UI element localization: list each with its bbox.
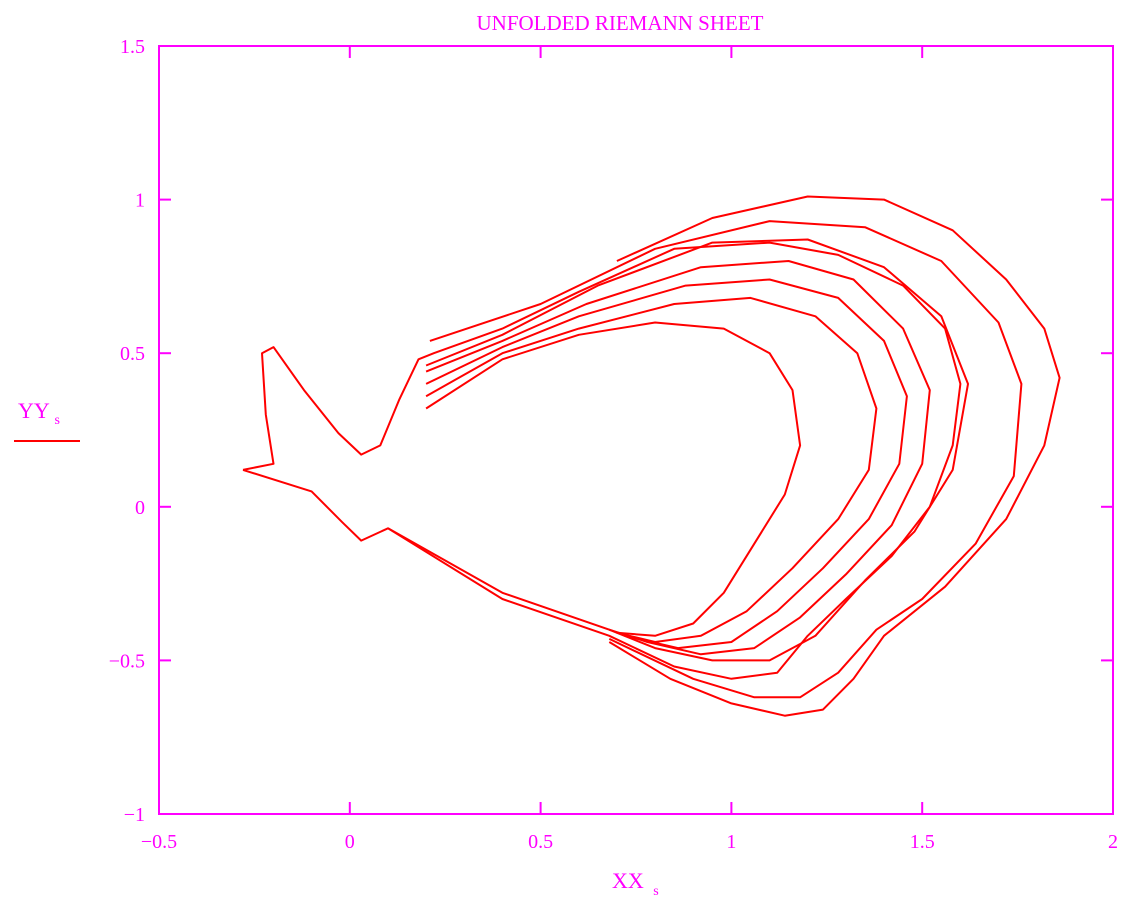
series-line — [425, 321, 802, 637]
x-tick-label: 0 — [345, 831, 355, 853]
svg-text:XX s: XX s — [612, 868, 659, 899]
series-line — [242, 241, 962, 680]
x-axis-label-text: XX — [612, 868, 644, 893]
y-tick-label: −0.5 — [109, 650, 145, 672]
y-tick-label: 0.5 — [120, 343, 145, 365]
y-axis-label-text: YY — [18, 398, 50, 423]
y-tick-label: −1 — [124, 804, 145, 826]
x-tick-label: −0.5 — [141, 831, 177, 853]
svg-text:YY s: YY s — [18, 398, 60, 428]
series-line — [425, 278, 908, 650]
series-line — [425, 260, 931, 656]
x-tick-label: 0.5 — [528, 831, 553, 853]
series-line — [387, 238, 969, 662]
axis-ticks — [158, 45, 1114, 815]
y-tick-label: 0 — [135, 497, 145, 519]
series-line — [608, 195, 1061, 717]
chart-title: UNFOLDED RIEMANN SHEET — [477, 11, 764, 35]
x-tick-label: 1.5 — [910, 831, 935, 853]
y-tick-label: 1 — [135, 190, 145, 212]
x-axis-label: XX s — [612, 868, 659, 899]
plot-lines — [242, 195, 1061, 717]
y-axis-label-subscript: s — [54, 413, 59, 428]
x-tick-label: 1 — [726, 831, 736, 853]
y-axis-label: YY s — [14, 398, 80, 442]
tick-labels: −0.5 0 0.5 1 1.5 2 −1 −0.5 0 0.5 1 1.5 — [109, 36, 1118, 853]
x-tick-label: 2 — [1108, 831, 1118, 853]
series-line — [429, 220, 1023, 699]
y-tick-label: 1.5 — [120, 36, 145, 58]
x-axis-label-subscript: s — [653, 884, 658, 899]
series-line — [425, 296, 878, 643]
plot-frame — [158, 45, 1114, 815]
